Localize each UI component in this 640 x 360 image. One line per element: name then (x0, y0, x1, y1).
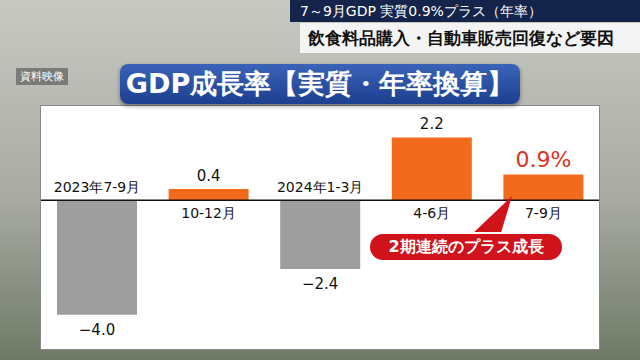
svg-text:−2.4: −2.4 (302, 275, 338, 293)
svg-text:2024年1-3月: 2024年1-3月 (277, 179, 364, 195)
svg-text:0.4: 0.4 (197, 167, 221, 185)
svg-text:4-6月: 4-6月 (413, 205, 450, 221)
svg-text:10-12月: 10-12月 (181, 205, 236, 221)
html-text:資料映像: 資料映像 (20, 70, 64, 83)
svg-text:2.2: 2.2 (420, 115, 444, 133)
svg-text:0.9%: 0.9% (515, 147, 571, 172)
html-text:2期連続のプラス成長: 2期連続のプラス成長 (388, 237, 544, 256)
svg-text:2023年7-9月: 2023年7-9月 (54, 179, 141, 195)
html-text:GDP成長率【実質・年率換算】: GDP成長率【実質・年率換算】 (125, 68, 515, 99)
html-text:7～9月GDP 実質0.9%プラス（年率）: 7～9月GDP 実質0.9%プラス（年率） (300, 3, 542, 19)
svg-text:7-9月: 7-9月 (525, 205, 562, 221)
html-text:飲食料品購入・自動車販売回復など要因: 飲食料品購入・自動車販売回復など要因 (308, 28, 614, 48)
svg-text:−4.0: −4.0 (79, 321, 115, 339)
